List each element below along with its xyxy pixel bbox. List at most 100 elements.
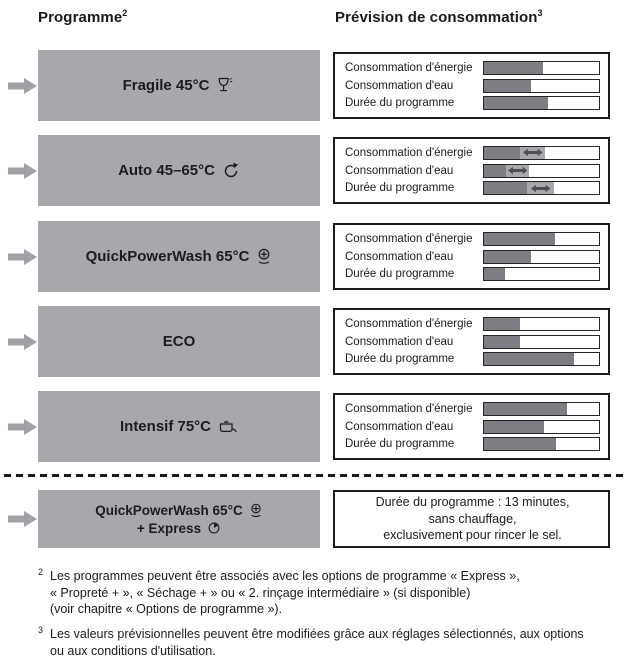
consumption-label: Durée du programme (345, 182, 455, 195)
consumption-bar (483, 78, 600, 93)
consumption-panel: Consommation d'énergie Consommation d'eau… (333, 393, 610, 460)
pot-icon (218, 419, 238, 435)
consumption-line: Durée du programme (345, 96, 600, 111)
pointer-arrow-icon (8, 418, 38, 436)
pointer-arrow-icon (8, 248, 38, 266)
pointer-arrow-icon (8, 510, 38, 528)
program-row-fragile: Fragile 45°C Consommation d'énergie Conso… (0, 50, 627, 121)
program-row-intensif: Intensif 75°C Consommation d'énergie Cons… (0, 391, 627, 462)
footnote-3: 3 Les valeurs prévisionnelles peuvent êt… (38, 625, 616, 659)
duration-note-text: Durée du programme : 13 minutes, sans ch… (375, 494, 570, 543)
consumption-label: Consommation d'eau (345, 250, 454, 263)
consumption-bar-fill (484, 146, 520, 159)
quick-clock-icon (249, 503, 263, 519)
consumption-bar (483, 96, 600, 111)
program-row-quickpowerwash-express: QuickPowerWash 65°C + Express (0, 490, 627, 548)
consumption-line: Durée du programme (345, 352, 600, 367)
programme-title-text: Programme (38, 9, 123, 26)
footnote-3-text: Les valeurs prévisionnelles peuvent être… (50, 627, 584, 658)
program-name: Fragile 45°C (122, 77, 210, 94)
column-title-programme: Programme2 (38, 8, 127, 26)
consumption-bar-fill (484, 61, 543, 74)
consumption-bar (483, 181, 600, 196)
pointer-arrow-icon (8, 162, 38, 180)
program-box-fragile: Fragile 45°C (38, 50, 320, 121)
consumption-line: Consommation d'énergie (345, 145, 600, 160)
auto-cycle-icon (222, 162, 240, 180)
consumption-bar (483, 334, 600, 349)
consumption-label: Consommation d'eau (345, 79, 454, 92)
consumption-bar (483, 267, 600, 282)
consumption-line: Consommation d'eau (345, 249, 600, 264)
programme-footnote-marker: 2 (122, 8, 128, 18)
program-name-line2: + Express (136, 520, 202, 536)
consumption-bar (483, 401, 600, 416)
double-arrow-icon (505, 164, 529, 177)
program-box-auto: Auto 45–65°C (38, 135, 320, 206)
program-box-eco: ECO (38, 306, 320, 377)
consumption-line: Durée du programme (345, 267, 600, 282)
program-name: QuickPowerWash 65°C (85, 248, 250, 265)
footnote-3-marker: 3 (38, 625, 44, 635)
double-arrow-icon (519, 146, 545, 159)
consumption-line: Consommation d'énergie (345, 60, 600, 75)
consumption-bar-fill (484, 97, 549, 110)
double-arrow-icon (526, 182, 555, 195)
consumption-panel: Consommation d'énergie Consommation d'eau… (333, 308, 610, 375)
program-name: Intensif 75°C (119, 418, 212, 435)
program-box-quickpowerwash: QuickPowerWash 65°C (38, 221, 320, 292)
wine-glass-icon (216, 77, 235, 94)
consumption-label: Consommation d'eau (345, 164, 454, 177)
pointer-arrow-icon (8, 77, 38, 95)
consumption-label: Consommation d'énergie (345, 402, 473, 415)
consumption-label: Durée du programme (345, 438, 455, 451)
pointer-arrow-icon (8, 333, 38, 351)
consumption-line: Consommation d'eau (345, 334, 600, 349)
consumption-bar-fill (484, 79, 532, 92)
program-row-quickpowerwash: QuickPowerWash 65°C Consommation d'énerg… (0, 221, 627, 292)
consumption-line: Consommation d'énergie (345, 316, 600, 331)
footnote-2-text: Les programmes peuvent être associés ave… (50, 569, 520, 617)
consumption-bar (483, 316, 600, 331)
program-name: ECO (162, 333, 196, 350)
consumption-line: Consommation d'eau (345, 419, 600, 434)
consumption-line: Durée du programme (345, 181, 600, 196)
consumption-label: Consommation d'énergie (345, 317, 473, 330)
consumption-line: Durée du programme (345, 437, 600, 452)
consumption-title-text: Prévision de consommation (335, 9, 538, 26)
consumption-line: Consommation d'énergie (345, 231, 600, 246)
program-row-eco: ECO Consommation d'énergie Consommation d… (0, 306, 627, 377)
consumption-bar-fill (484, 335, 520, 348)
consumption-label: Durée du programme (345, 353, 455, 366)
program-name: Auto 45–65°C (118, 162, 215, 179)
consumption-bar (483, 163, 600, 178)
program-name-line1: QuickPowerWash 65°C (95, 503, 243, 518)
program-row-auto: Auto 45–65°C Consommation d'énergie Conso… (0, 135, 627, 206)
consumption-label: Durée du programme (345, 97, 455, 110)
consumption-bar (483, 60, 600, 75)
consumption-label: Consommation d'énergie (345, 232, 473, 245)
consumption-bar (483, 437, 600, 452)
footnote-2-marker: 2 (38, 567, 44, 577)
consumption-bar (483, 231, 600, 246)
consumption-label: Consommation d'eau (345, 420, 454, 433)
consumption-bar-fill (484, 182, 527, 195)
consumption-bar (483, 352, 600, 367)
consumption-bar-fill (484, 268, 505, 281)
program-box-intensif: Intensif 75°C (38, 391, 320, 462)
program-box-quickpowerwash-express: QuickPowerWash 65°C + Express (38, 490, 320, 548)
consumption-bar (483, 145, 600, 160)
consumption-panel: Consommation d'énergie Consommation d'eau… (333, 52, 610, 119)
consumption-line: Consommation d'énergie (345, 401, 600, 416)
quick-clock-icon (256, 248, 272, 266)
consumption-bar-fill (484, 438, 557, 451)
consumption-label: Consommation d'eau (345, 335, 454, 348)
duration-note-panel: Durée du programme : 13 minutes, sans ch… (333, 490, 610, 548)
footnote-2: 2 Les programmes peuvent être associés a… (38, 567, 616, 618)
consumption-bar-fill (484, 164, 506, 177)
consumption-footnote-marker: 3 (537, 8, 543, 18)
consumption-bar-fill (484, 402, 567, 415)
consumption-label: Consommation d'énergie (345, 61, 473, 74)
consumption-bar-fill (484, 353, 574, 366)
